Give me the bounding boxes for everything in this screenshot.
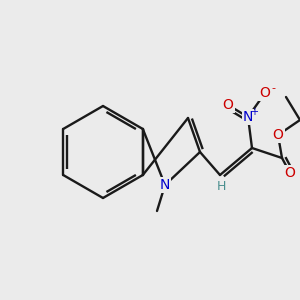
Text: O: O [285,166,296,180]
Text: H: H [216,181,226,194]
Text: +: + [250,107,258,117]
Text: N: N [243,110,253,124]
Text: O: O [260,86,270,100]
Text: O: O [223,98,233,112]
Text: N: N [160,178,170,192]
Text: -: - [271,83,275,93]
Text: O: O [273,128,283,142]
